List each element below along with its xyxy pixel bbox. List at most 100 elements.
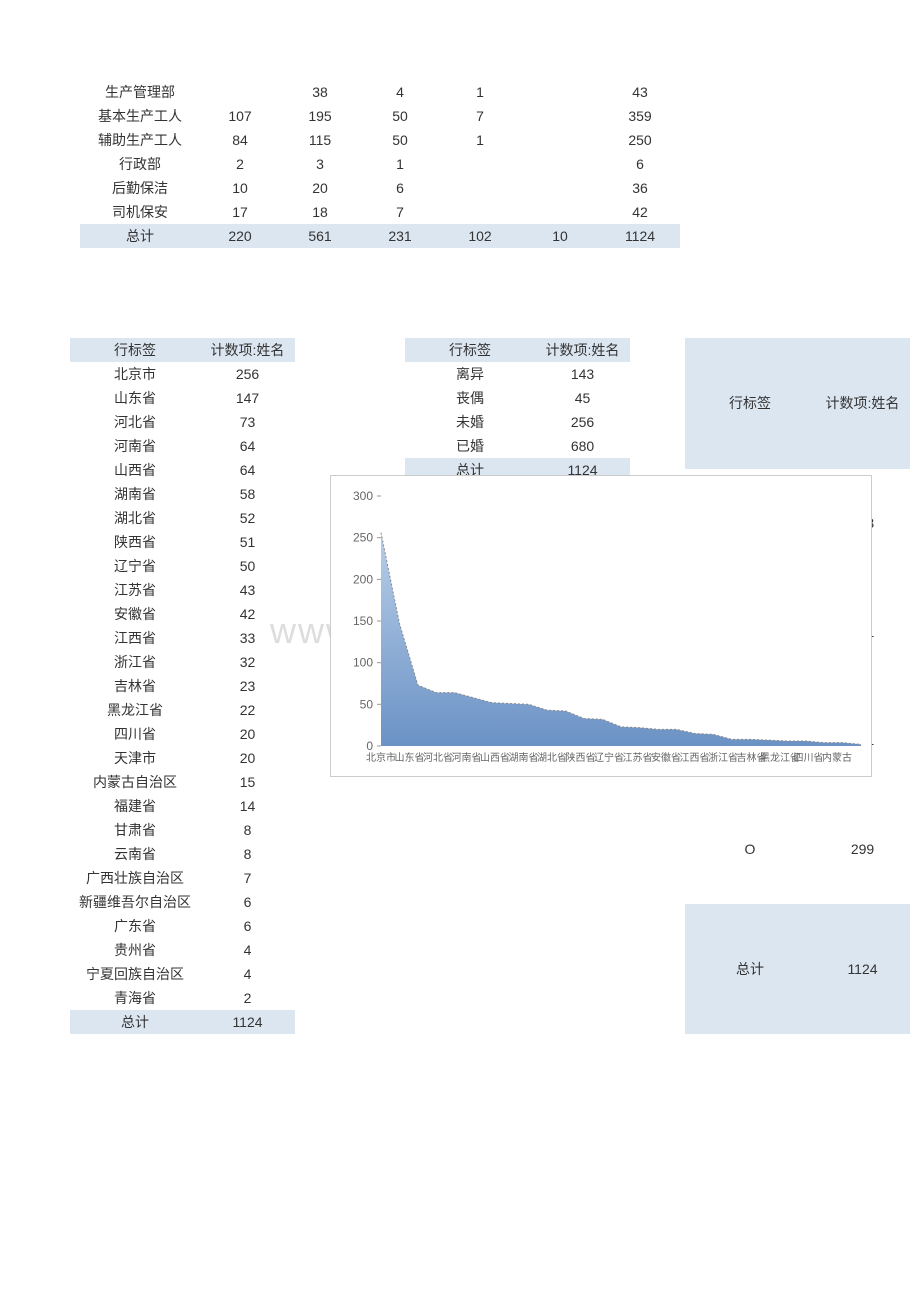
pivot-header-label: 行标签 [70,338,200,362]
dept-c2: 115 [280,128,360,152]
dept-total-c5: 10 [520,224,600,248]
dept-c6: 42 [600,200,680,224]
province-pivot-table: 行标签 计数项:姓名北京市 256山东省 147河北省 73河南省 64山西省 … [70,338,295,1034]
svg-text:辽宁省: 辽宁省 [594,751,624,764]
dept-total-c2: 561 [280,224,360,248]
pivot-row-label: 广西壮族自治区 [70,866,200,890]
dept-c6: 36 [600,176,680,200]
dept-c1: 17 [200,200,280,224]
pivot-row-label: 离异 [405,362,535,386]
pivot-row-label: 内蒙古自治区 [70,770,200,794]
pivot-row-value: 64 [200,458,295,482]
pivot-row-label: 山西省 [70,458,200,482]
dept-c4 [440,200,520,224]
dept-c1: 84 [200,128,280,152]
svg-text:50: 50 [360,697,374,711]
svg-text:300: 300 [353,489,373,503]
pivot-row-label: 湖南省 [70,482,200,506]
pivot-row-value: 23 [200,674,295,698]
dept-c1: 107 [200,104,280,128]
pivot-row-label: 江西省 [70,626,200,650]
dept-c2: 20 [280,176,360,200]
pivot-row-value: 6 [200,914,295,938]
dept-c5 [520,128,600,152]
pivot-row-label: 天津市 [70,746,200,770]
dept-total-c1: 220 [200,224,280,248]
dept-total-c6: 1124 [600,224,680,248]
pivot-row-value: 8 [200,818,295,842]
pivot-row-value: 8 [200,842,295,866]
dept-c5 [520,80,600,104]
pivot-header-label: 行标签 [405,338,535,362]
dept-c1: 10 [200,176,280,200]
dept-c3: 1 [360,152,440,176]
dept-c4: 1 [440,128,520,152]
pivot-row-label: 河南省 [70,434,200,458]
svg-text:河南省: 河南省 [452,751,482,764]
pivot-row-label: 河北省 [70,410,200,434]
dept-c4: 7 [440,104,520,128]
pivot-header-value: 计数项:姓名 [200,338,295,362]
dept-c1 [200,80,280,104]
pivot-row-value: 73 [200,410,295,434]
pivot-row-value: 33 [200,626,295,650]
pivot-row-label: 湖北省 [70,506,200,530]
pivot-total-value: 1124 [200,1010,295,1034]
svg-text:湖北省: 湖北省 [537,751,567,764]
dept-total-label: 总计 [80,224,200,248]
pivot-total-label: 总计 [70,1010,200,1034]
pivot-row-value: 43 [200,578,295,602]
dept-c6: 250 [600,128,680,152]
pivot-row-value: 143 [535,362,630,386]
svg-text:内蒙古: 内蒙古 [822,751,852,764]
dept-label: 生产管理部 [80,80,200,104]
dept-c4 [440,152,520,176]
dept-c3: 4 [360,80,440,104]
dept-c5 [520,176,600,200]
svg-text:山东省: 山东省 [395,751,425,764]
dept-c2: 3 [280,152,360,176]
svg-text:四川省: 四川省 [794,751,824,764]
pivot-row-label: O [685,795,815,904]
pivot-row-value: 45 [535,386,630,410]
pivot-row-label: 北京市 [70,362,200,386]
dept-total-c3: 231 [360,224,440,248]
svg-text:安徽省: 安徽省 [651,751,681,764]
pivot-row-label: 浙江省 [70,650,200,674]
pivot-row-label: 四川省 [70,722,200,746]
pivot-row-value: 42 [200,602,295,626]
pivot-row-value: 20 [200,746,295,770]
svg-text:100: 100 [353,656,373,670]
dept-c5 [520,200,600,224]
pivot-row-value: 2 [200,986,295,1010]
marital-pivot-table: 行标签 计数项:姓名离异 143丧偶 45未婚 256已婚 680总计 1124 [405,338,630,482]
pivot-row-value: 299 [815,795,910,904]
pivot-row-label: 江苏省 [70,578,200,602]
pivot-row-label: 山东省 [70,386,200,410]
pivot-row-value: 64 [200,434,295,458]
pivot-row-value: 32 [200,650,295,674]
svg-text:250: 250 [353,531,373,545]
svg-text:江西省: 江西省 [680,751,710,764]
dept-c5 [520,152,600,176]
svg-text:0: 0 [366,739,373,753]
pivot-row-value: 15 [200,770,295,794]
dept-label: 辅助生产工人 [80,128,200,152]
dept-c2: 195 [280,104,360,128]
dept-c4: 1 [440,80,520,104]
pivot-row-value: 7 [200,866,295,890]
pivot-row-label: 辽宁省 [70,554,200,578]
pivot-row-label: 已婚 [405,434,535,458]
dept-c6: 359 [600,104,680,128]
dept-c2: 18 [280,200,360,224]
pivot-row-label: 青海省 [70,986,200,1010]
dept-label: 司机保安 [80,200,200,224]
pivot-row-value: 147 [200,386,295,410]
province-area-chart: 050100150200250300北京市山东省河北省河南省山西省湖南省湖北省陕… [330,475,872,777]
pivot-row-label: 宁夏回族自治区 [70,962,200,986]
dept-c2: 38 [280,80,360,104]
svg-text:湖南省: 湖南省 [509,751,539,764]
dept-c4 [440,176,520,200]
pivot-header-value: 计数项:姓名 [535,338,630,362]
pivot-row-label: 福建省 [70,794,200,818]
